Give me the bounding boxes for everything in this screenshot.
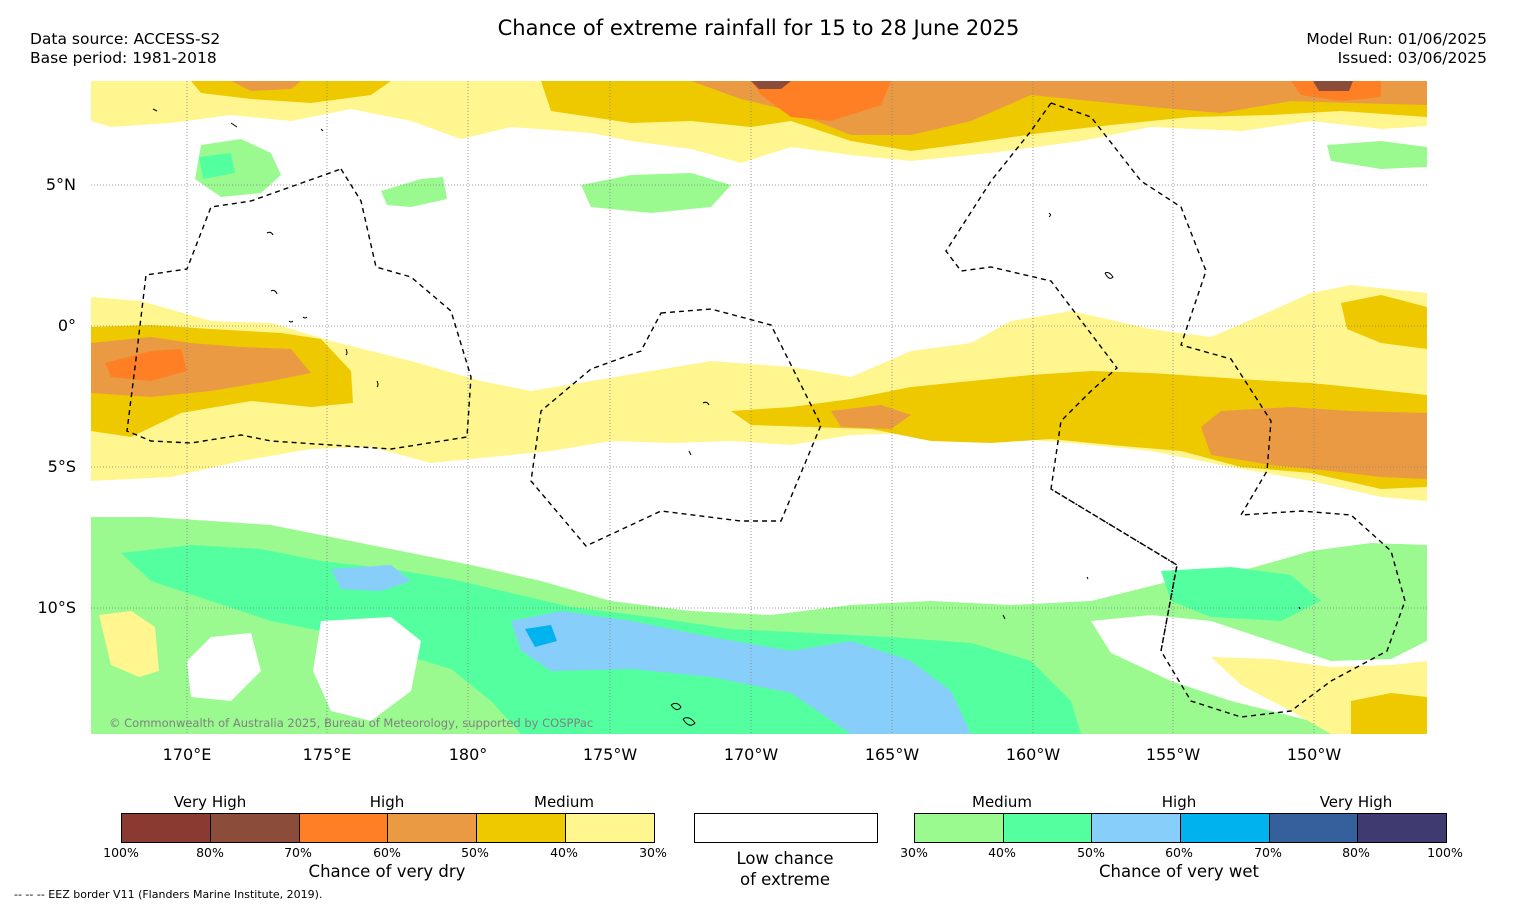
lat-label-10s: 10°S [37,598,76,617]
wet-tick: 30% [900,845,928,860]
dry-level-very-high: Very High [173,793,247,811]
dry-swatch-2 [209,814,299,842]
issued-date-text: Issued: 03/06/2025 [1337,49,1487,67]
wet-swatch-4 [1180,814,1269,842]
wet-swatch-1 [915,814,1003,842]
map-grid [91,81,1427,734]
lon-label-170e: 170°E [162,745,212,764]
wet-level-medium: Medium [972,793,1032,811]
wet-swatch-5 [1268,814,1358,842]
dry-swatch-6 [565,814,654,842]
low-chance-line2: of extreme [739,870,831,889]
data-source-text: Data source: ACCESS-S2 [30,30,221,48]
dry-colorbar [121,813,655,843]
dry-legend-title: Chance of very dry [308,862,466,881]
dry-swatch-4 [387,814,477,842]
wet-tick: 50% [1077,845,1105,860]
wet-level-very-high: Very High [1319,793,1393,811]
wet-tick: 100% [1427,845,1463,860]
south-dry-patches [99,611,1427,734]
low-chance-line1: Low chance [736,849,834,868]
lon-label-175w: 175°W [582,745,638,764]
wet-tick: 70% [1254,845,1282,860]
model-run-info: Model Run: 01/06/2025 Issued: 03/06/2025 [1306,30,1487,68]
lon-label-155w: 155°W [1145,745,1201,764]
wet-legend-title: Chance of very wet [1099,862,1259,881]
low-chance-swatch [694,813,878,843]
dry-tick: 30% [639,845,667,860]
rainfall-map: © Commonwealth of Australia 2025, Bureau… [91,81,1427,734]
map-title: Chance of extreme rainfall for 15 to 28 … [497,16,1020,40]
wet-colorbar [914,813,1447,843]
dry-swatch-1 [122,814,210,842]
lat-label-5s: 5°S [47,457,76,476]
dry-tick: 50% [461,845,489,860]
low-chance-legend-title: Low chance of extreme [736,848,833,890]
wet-tick: 40% [988,845,1016,860]
dry-swatch-3 [298,814,388,842]
lon-label-170w: 170°W [723,745,779,764]
equatorial-dry-band [91,285,1427,503]
dry-level-medium: Medium [534,793,594,811]
dry-tick: 60% [373,845,401,860]
dry-tick: 40% [550,845,578,860]
lat-label-0: 0° [57,316,76,335]
wet-swatch-2 [1002,814,1092,842]
lon-label-175e: 175°E [302,745,352,764]
wet-level-high: High [1161,793,1197,811]
lat-label-5n: 5°N [45,175,76,194]
eez-border-note: -- -- -- EEZ border V11 (Flanders Marine… [14,888,323,901]
data-source-info: Data source: ACCESS-S2 Base period: 1981… [30,30,220,68]
wet-swatch-6 [1357,814,1447,842]
south-wet-band [91,517,1427,734]
eez-borders [126,102,1406,718]
dry-tick: 100% [103,845,139,860]
wet-tick: 60% [1165,845,1193,860]
lon-label-160w: 160°W [1005,745,1061,764]
lon-label-165w: 165°W [864,745,920,764]
lon-label-150w: 150°W [1286,745,1342,764]
lon-label-180: 180° [448,745,488,764]
north-dry-band [91,81,1427,163]
dry-tick: 80% [196,845,224,860]
copyright-text: © Commonwealth of Australia 2025, Bureau… [109,716,593,730]
dry-tick: 70% [284,845,312,860]
model-run-text: Model Run: 01/06/2025 [1306,30,1487,48]
wet-swatch-3 [1091,814,1181,842]
islands [152,108,1301,726]
dry-swatch-5 [476,814,566,842]
dry-level-high: High [369,793,405,811]
base-period-text: Base period: 1981-2018 [30,49,217,67]
wet-tick: 80% [1342,845,1370,860]
north-wet-patches [195,139,1427,213]
